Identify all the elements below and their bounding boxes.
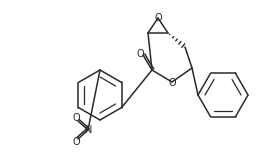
Text: O: O (154, 13, 162, 23)
Text: O: O (72, 137, 80, 147)
Text: O: O (168, 78, 176, 88)
Text: O: O (136, 49, 144, 59)
Text: N: N (85, 125, 93, 135)
Text: O: O (72, 113, 80, 123)
